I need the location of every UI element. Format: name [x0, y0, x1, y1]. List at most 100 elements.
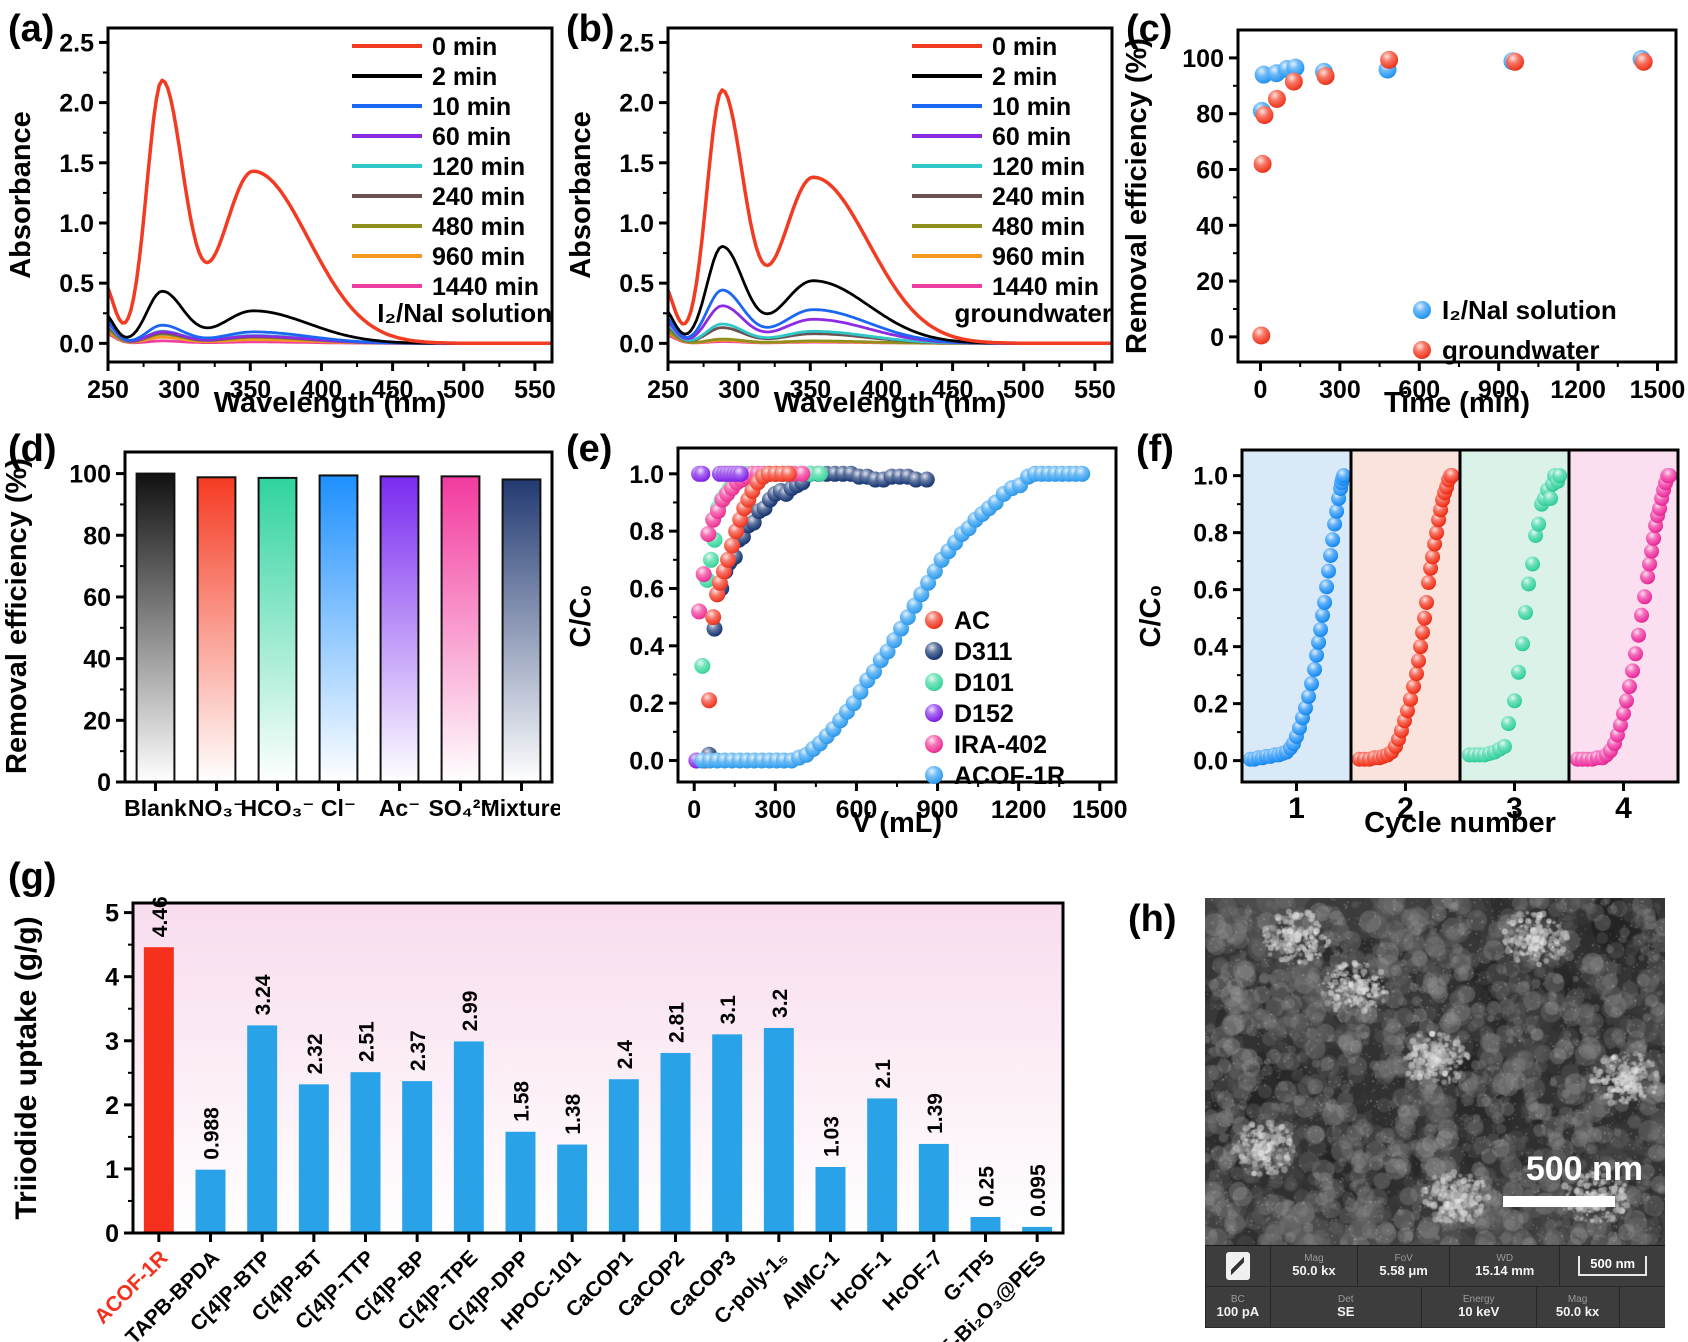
sem-fov-cell: FoV 5.58 μm: [1357, 1246, 1449, 1286]
svg-text:1.5: 1.5: [59, 150, 94, 178]
svg-text:0 min: 0 min: [432, 33, 497, 61]
svg-text:groundwater: groundwater: [1442, 335, 1599, 365]
svg-text:2.51: 2.51: [356, 1021, 379, 1062]
svg-text:1.03: 1.03: [821, 1116, 844, 1157]
svg-text:1.0: 1.0: [629, 461, 664, 489]
sem-scale-text: 500 nm: [1525, 1150, 1643, 1188]
svg-text:1.38: 1.38: [562, 1093, 585, 1134]
sem-image-panel: 500 nm Mag 50.0 kx FoV 5.58 μm WD 15.14 …: [1205, 898, 1665, 1328]
svg-text:550: 550: [514, 376, 556, 404]
svg-text:ACOF-1R: ACOF-1R: [954, 762, 1065, 790]
chart-removal-vs-time: 0 300 600 900 1200 1500 0 20 40 60 80 100 Time (min)…: [1121, 28, 1685, 419]
svg-text:2.0: 2.0: [619, 90, 654, 118]
svg-text:300: 300: [718, 376, 760, 404]
svg-text:5: 5: [105, 900, 119, 928]
svg-text:D101: D101: [954, 669, 1014, 697]
sem-empty-cell: [1618, 1287, 1666, 1327]
svg-text:80: 80: [1196, 101, 1224, 129]
svg-text:2.32: 2.32: [304, 1033, 327, 1074]
svg-text:0.2: 0.2: [1193, 691, 1228, 719]
svg-text:40: 40: [83, 646, 111, 674]
svg-text:20: 20: [83, 707, 111, 735]
svg-text:2.37: 2.37: [407, 1030, 430, 1071]
chart-anion-bars: 0 20 40 60 80 100 Blank NO₃⁻HCO₃⁻ Cl⁻ Ac⁻ SO₄²⁻Mix…: [1, 450, 560, 821]
svg-text:100: 100: [1182, 45, 1224, 73]
svg-text:1: 1: [1288, 792, 1305, 825]
svg-text:20: 20: [1196, 268, 1224, 296]
svg-text:Triiodide uptake (g/g): Triiodide uptake (g/g): [10, 916, 43, 1219]
sem-scalebox-cell: 500 nm: [1559, 1246, 1665, 1286]
svg-text:D311: D311: [954, 638, 1012, 666]
svg-text:NO₃⁻: NO₃⁻: [188, 795, 245, 821]
svg-text:240 min: 240 min: [432, 183, 525, 211]
svg-text:3.24: 3.24: [252, 974, 275, 1015]
svg-text:250: 250: [647, 376, 689, 404]
svg-text:2.0: 2.0: [59, 90, 94, 118]
svg-text:HCO₃⁻: HCO₃⁻: [241, 795, 315, 821]
svg-text:Removal efficiency (%): Removal efficiency (%): [1121, 38, 1153, 354]
panel-letter-g: (g): [8, 856, 57, 898]
svg-text:480 min: 480 min: [432, 213, 525, 241]
instrument-logo-icon: [1225, 1252, 1250, 1280]
svg-text:AC: AC: [954, 607, 990, 635]
svg-text:2.4: 2.4: [614, 1040, 637, 1070]
svg-text:550: 550: [1074, 376, 1116, 404]
svg-text:Mixture: Mixture: [481, 795, 560, 821]
svg-text:Cl⁻: Cl⁻: [321, 795, 356, 821]
svg-text:60: 60: [83, 584, 111, 612]
sem-energy-cell: Energy 10 keV: [1420, 1287, 1536, 1327]
sem-info-row-2: BC 100 pA Det SE Energy 10 keV Mag 50.0 …: [1205, 1287, 1665, 1328]
svg-text:2.81: 2.81: [666, 1002, 689, 1043]
svg-text:C/C₀: C/C₀: [565, 584, 597, 647]
svg-text:240 min: 240 min: [992, 183, 1085, 211]
panel-letter-b: (b): [566, 8, 615, 50]
sem-scale-bar-icon: [1503, 1196, 1615, 1207]
panel-letter-a: (a): [8, 8, 55, 50]
svg-text:Ac⁻: Ac⁻: [379, 795, 421, 821]
svg-text:Removal efficiency (%): Removal efficiency (%): [1, 458, 33, 774]
svg-text:600: 600: [1398, 376, 1440, 404]
svg-text:1500: 1500: [1072, 796, 1128, 824]
panel-letter-h: (h): [1128, 898, 1177, 940]
svg-text:450: 450: [932, 376, 974, 404]
svg-text:Time (min): Time (min): [1384, 387, 1530, 419]
svg-text:0.2: 0.2: [629, 690, 664, 718]
sem-mag2-cell: Mag 50.0 kx: [1535, 1287, 1619, 1327]
svg-text:0.5: 0.5: [59, 270, 94, 298]
svg-text:450: 450: [372, 376, 414, 404]
sem-micrograph: [1205, 898, 1665, 1246]
svg-text:3.2: 3.2: [769, 989, 792, 1018]
panel-letter-d: (d): [8, 428, 57, 470]
svg-text:1.58: 1.58: [511, 1081, 534, 1122]
svg-text:C/C₀: C/C₀: [1135, 584, 1167, 647]
svg-text:2: 2: [105, 1092, 119, 1120]
svg-text:0.25: 0.25: [976, 1166, 999, 1207]
svg-text:3: 3: [1506, 792, 1523, 825]
svg-text:60: 60: [1196, 156, 1224, 184]
svg-text:1200: 1200: [991, 796, 1047, 824]
svg-text:1200: 1200: [1550, 376, 1606, 404]
chart-cycles: 0.0 0.2 0.4 0.6 0.8 1.0 1 2 3 4 Cycle number C/C₀: [1135, 448, 1680, 839]
svg-text:0: 0: [1210, 324, 1224, 352]
svg-text:3.1: 3.1: [717, 995, 740, 1025]
chart-breakthrough: 0 300 600 900 1200 1500 0.0 0.2 0.4 0.6 0.8 1.0 V (m…: [565, 446, 1128, 839]
svg-text:Absorbance: Absorbance: [565, 111, 597, 279]
sem-logo-cell: [1205, 1246, 1270, 1286]
svg-text:0.988: 0.988: [201, 1107, 224, 1160]
svg-text:300: 300: [754, 796, 796, 824]
svg-text:0: 0: [687, 796, 701, 824]
svg-text:0.6: 0.6: [629, 575, 664, 603]
svg-text:600: 600: [836, 796, 878, 824]
sem-det-cell: Det SE: [1269, 1287, 1421, 1327]
svg-text:500: 500: [1003, 376, 1045, 404]
svg-text:480 min: 480 min: [992, 213, 1085, 241]
svg-text:1.5: 1.5: [619, 150, 654, 178]
svg-text:400: 400: [861, 376, 903, 404]
svg-text:1.0: 1.0: [59, 210, 94, 238]
svg-text:I₂/NaI solution: I₂/NaI solution: [377, 298, 552, 328]
svg-text:2.5: 2.5: [619, 29, 654, 57]
sem-scalebox: 500 nm: [1578, 1255, 1648, 1277]
svg-text:300: 300: [158, 376, 200, 404]
panel-letter-f: (f): [1136, 428, 1174, 470]
